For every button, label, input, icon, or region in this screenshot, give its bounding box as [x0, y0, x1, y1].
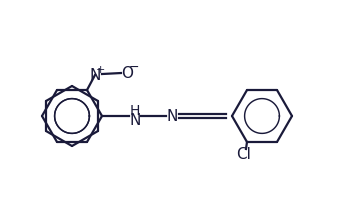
Text: Cl: Cl — [237, 147, 251, 162]
Text: +: + — [96, 65, 105, 74]
Text: N: N — [129, 112, 141, 127]
Text: N: N — [166, 108, 178, 123]
Text: O: O — [121, 66, 133, 81]
Text: −: − — [128, 61, 139, 74]
Text: H: H — [130, 104, 140, 118]
Text: N: N — [89, 68, 101, 83]
